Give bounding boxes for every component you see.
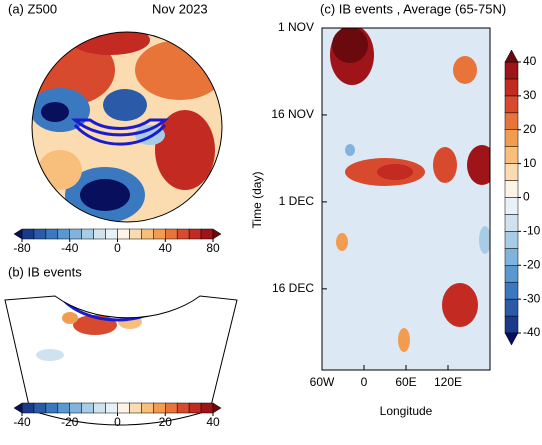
colorbar-end (504, 49, 519, 63)
colorbar-cell (117, 402, 130, 414)
panel-a-date: Nov 2023 (152, 1, 208, 16)
colorbar-cell (504, 298, 519, 317)
colorbar-cell (105, 402, 118, 414)
colorbar-cell (504, 61, 519, 80)
colorbar-cell (504, 129, 519, 147)
colorbar-label: 0 (523, 190, 530, 204)
colorbar-label: 40 (523, 54, 537, 68)
colorbar-cell (504, 146, 519, 164)
colorbar-end (504, 332, 519, 346)
colorbar-cell (117, 228, 130, 240)
sector-map (5, 296, 237, 420)
y-tick-label: 16 NOV (271, 107, 314, 121)
panel-b-title: (b) IB events (8, 264, 82, 279)
colorbar-cell (33, 228, 47, 240)
colorbar-cell (504, 163, 519, 181)
colorbar-cell (33, 402, 47, 414)
colorbar-cell (21, 402, 35, 414)
colorbar-cell (153, 228, 166, 240)
colorbar-end (212, 402, 222, 414)
colorbar-label: -10 (523, 224, 541, 238)
colorbar-cell (504, 95, 519, 114)
colorbar-cell (129, 402, 142, 414)
y-tick-label: 16 DEC (272, 281, 314, 295)
colorbar-cell (504, 78, 519, 97)
colorbar-cell (93, 228, 106, 240)
colorbar-cell (69, 228, 82, 240)
colorbar-cell (165, 402, 178, 414)
colorbar-label: 80 (206, 241, 220, 255)
colorbar-cell (188, 402, 202, 414)
colorbar-cell (504, 112, 519, 130)
colorbar-cell (200, 402, 214, 414)
colorbar-cell (504, 248, 519, 266)
colorbar-cell (45, 402, 59, 414)
colorbar-cell (504, 214, 519, 232)
colorbar-cell (176, 228, 190, 240)
colorbar-label: 10 (523, 156, 537, 170)
colorbar-label: -40 (61, 241, 79, 255)
sector-border (4, 295, 238, 426)
colorbar-cell (504, 180, 519, 198)
colorbar-cell (57, 402, 70, 414)
colorbar-cell (504, 281, 519, 300)
colorbar-cell (176, 402, 190, 414)
colorbar-cell (21, 228, 35, 240)
map-border (31, 31, 223, 223)
colorbar-label: 0 (114, 241, 121, 255)
colorbar-end (13, 402, 23, 414)
colorbar-cell (81, 402, 94, 414)
y-tick-label: 1 NOV (278, 20, 314, 34)
colorbar-label: 20 (159, 415, 173, 429)
colorbar-cell (504, 197, 519, 215)
colorbar-cell (153, 402, 166, 414)
colorbar-label: 20 (523, 122, 537, 136)
colorbar-end (13, 228, 23, 240)
colorbar-cell (141, 228, 154, 240)
y-axis-label: Time (day) (250, 172, 264, 229)
colorbar-label: 40 (206, 415, 220, 429)
y-tick-label: 1 DEC (279, 194, 315, 208)
colorbar-end (212, 228, 222, 240)
colorbar-cell (105, 228, 118, 240)
x-tick-label: 0 (361, 375, 368, 389)
colorbar-cell (504, 315, 519, 334)
colorbar-label: -40 (523, 325, 541, 339)
hovmoller (322, 28, 490, 370)
colorbar-label: 30 (523, 88, 537, 102)
x-tick-label: 60W (310, 375, 335, 389)
polar-map (32, 32, 222, 222)
colorbar-cell (141, 402, 154, 414)
colorbar-cell (188, 228, 202, 240)
panel-a-title: (a) Z500 (8, 1, 57, 16)
x-axis-label: Longitude (380, 404, 433, 418)
x-tick-label: 120E (434, 375, 462, 389)
chart-title: (c) IB events , Average (65-75N) (320, 1, 506, 16)
colorbar-cell (81, 228, 94, 240)
colorbar-label: -40 (13, 415, 31, 429)
x-tick-label: 60E (395, 375, 416, 389)
colorbar-cell (504, 265, 519, 283)
colorbar-label: 0 (114, 415, 121, 429)
colorbar-label: -30 (523, 291, 541, 305)
colorbar-label: -20 (523, 257, 541, 271)
colorbar-cell (45, 228, 59, 240)
colorbar-cell (504, 231, 519, 249)
colorbar-cell (200, 228, 214, 240)
colorbar-label: -80 (13, 241, 31, 255)
colorbar-cell (129, 228, 142, 240)
colorbar-cell (69, 402, 82, 414)
colorbar-cell (57, 228, 70, 240)
colorbar-label: 40 (159, 241, 173, 255)
colorbar-cell (165, 228, 178, 240)
colorbar-label: -20 (61, 415, 79, 429)
colorbar-cell (93, 402, 106, 414)
